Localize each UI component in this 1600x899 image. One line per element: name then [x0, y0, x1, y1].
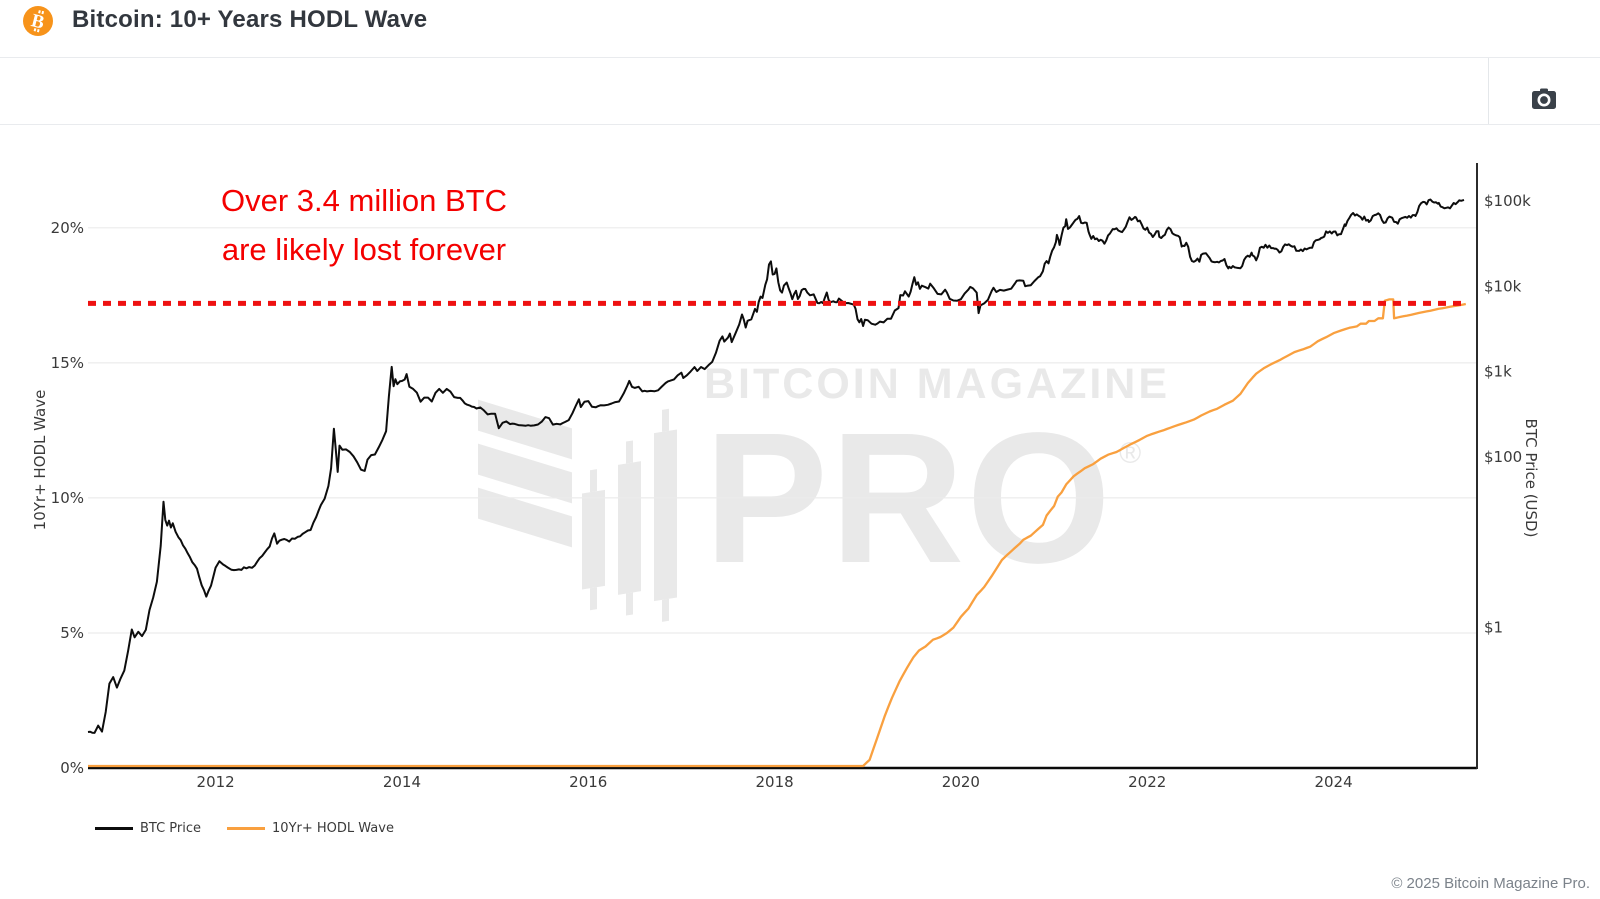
right-axis-tick: $1k	[1484, 363, 1512, 381]
left-axis-tick: 15%	[51, 354, 84, 372]
toolbar	[0, 58, 1600, 124]
toolbar-divider	[1488, 58, 1489, 124]
toolbar-bottom-divider	[0, 124, 1600, 125]
x-axis-tick: 2018	[755, 773, 793, 791]
copyright-text: © 2025 Bitcoin Magazine Pro.	[1391, 875, 1590, 892]
x-axis-tick: 2020	[942, 773, 980, 791]
legend: BTC Price 10Yr+ HODL Wave	[95, 821, 394, 836]
left-axis-tick: 20%	[51, 219, 84, 237]
legend-item[interactable]: BTC Price	[95, 821, 201, 836]
left-axis-title: 10Yr+ HODL Wave	[31, 389, 49, 531]
page-title: Bitcoin: 10+ Years HODL Wave	[72, 6, 428, 33]
legend-label: 10Yr+ HODL Wave	[272, 821, 394, 836]
x-axis-tick: 2016	[569, 773, 607, 791]
svg-text:B: B	[29, 10, 47, 34]
right-axis-title: BTC Price (USD)	[1522, 418, 1540, 538]
header-divider	[0, 57, 1600, 58]
x-axis-tick: 2022	[1128, 773, 1166, 791]
right-axis-tick: $100k	[1484, 192, 1531, 210]
annotation-line-1: Over 3.4 million BTC	[221, 183, 507, 218]
legend-item[interactable]: 10Yr+ HODL Wave	[227, 821, 394, 836]
right-axis-tick: $100	[1484, 448, 1522, 466]
bitcoin-logo: B	[22, 5, 54, 37]
right-axis-tick: $1	[1484, 619, 1503, 637]
right-axis-tick: $10k	[1484, 277, 1522, 295]
left-axis-tick: 10%	[51, 489, 84, 507]
left-axis-tick: 5%	[60, 624, 84, 642]
legend-label: BTC Price	[140, 821, 202, 836]
x-axis-tick: 2024	[1314, 773, 1352, 791]
lost-btc-annotation: Over 3.4 million BTC are likely lost for…	[168, 176, 560, 274]
screenshot-button[interactable]	[1524, 84, 1564, 118]
legend-swatch	[95, 827, 133, 830]
x-axis-tick: 2012	[197, 773, 235, 791]
bitcoin-magazine-pro-watermark: BITCOIN MAGAZINE PRO ®	[478, 360, 1170, 623]
camera-icon	[1531, 88, 1557, 115]
legend-swatch	[227, 827, 266, 830]
annotation-line-2: are likely lost forever	[221, 232, 507, 267]
x-axis-tick: 2014	[383, 773, 421, 791]
left-axis-tick: 0%	[60, 759, 84, 777]
watermark-product: PRO	[704, 395, 1114, 602]
bitcoin-magazine-logo-icon	[478, 399, 678, 623]
registered-trademark-icon: ®	[1119, 437, 1142, 470]
